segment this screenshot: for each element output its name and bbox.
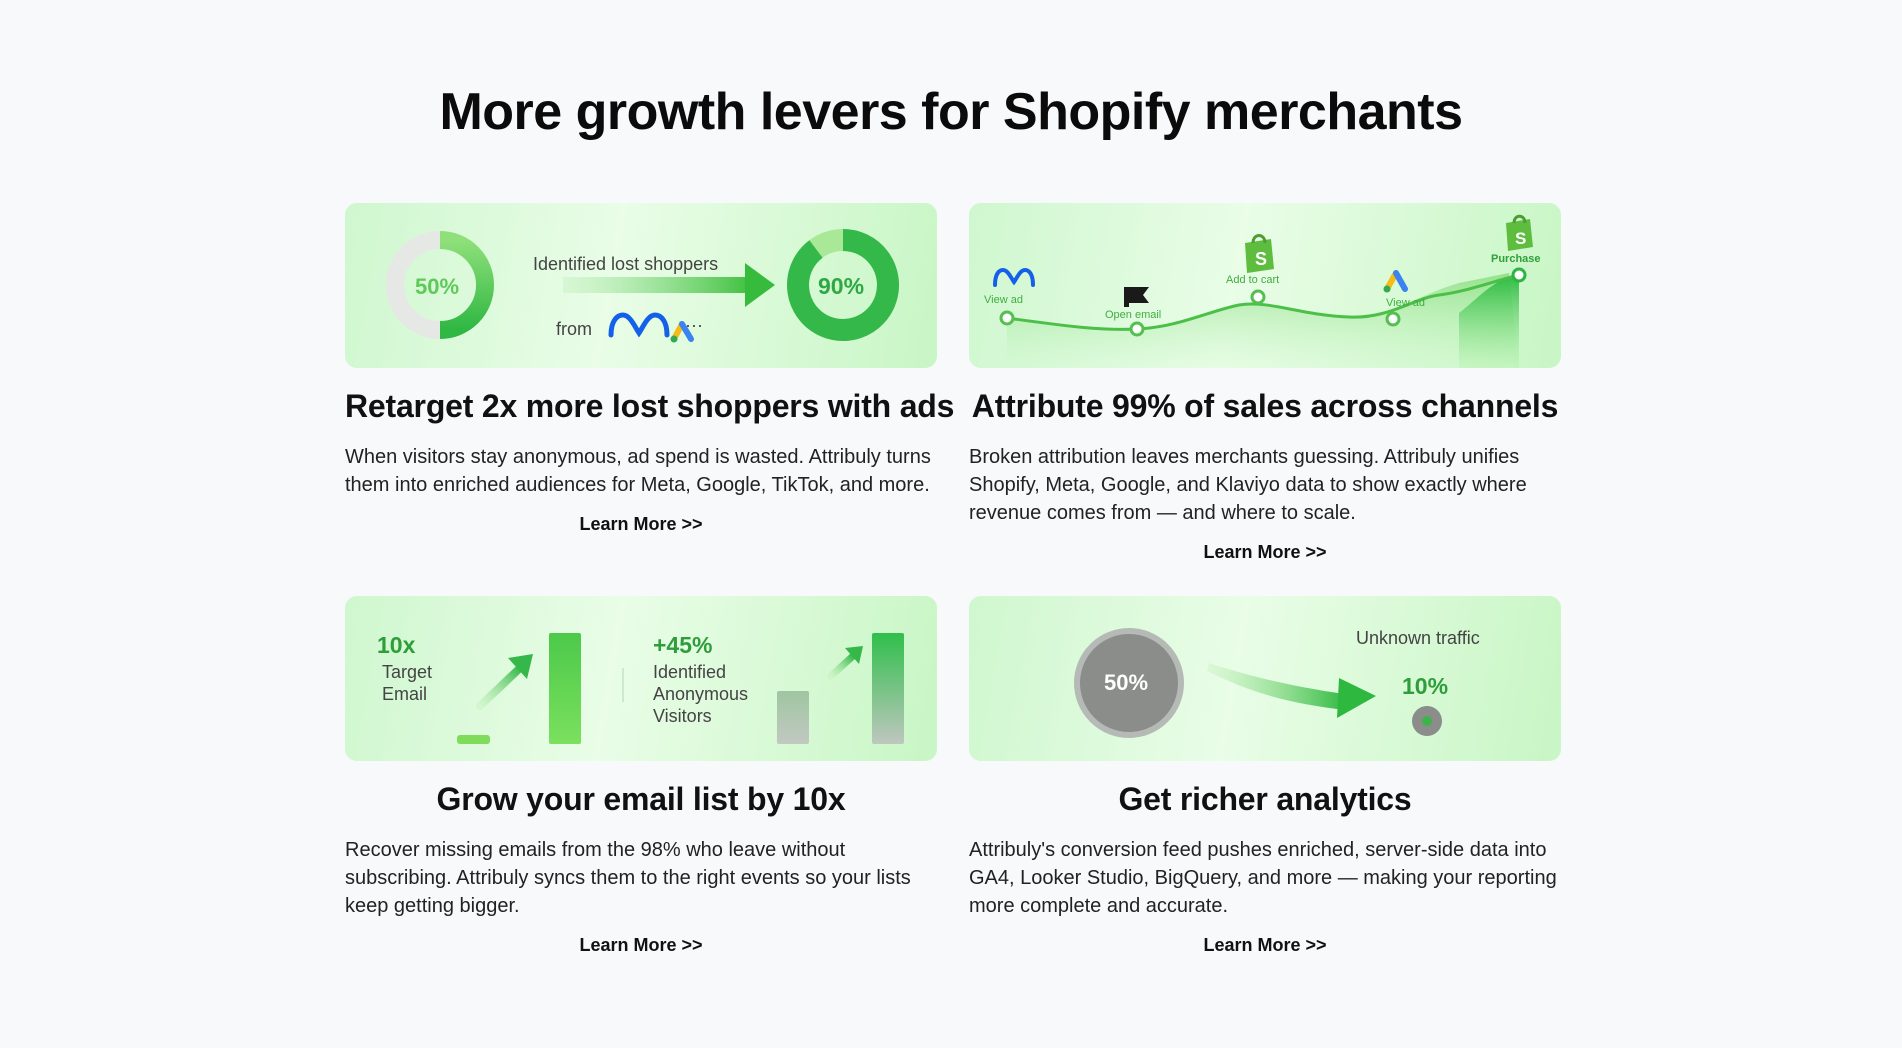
shopify-bag-icon: S (1506, 214, 1533, 251)
anonymous-label-line: Identified (653, 662, 727, 682)
learn-more-link[interactable]: Learn More >> (1203, 542, 1327, 562)
feature-card-attribution: S S View ad Open email Add to cart View … (969, 203, 1561, 563)
feature-card-retarget: 50% Identified lost shoppers from ··· 90… (345, 203, 955, 535)
page-title: More growth levers for Shopify merchants (439, 83, 1463, 141)
more-sources: ··· (685, 315, 703, 335)
identified-caption: Identified lost shoppers (533, 254, 719, 274)
meta-logo-icon (993, 267, 1035, 287)
retarget-illustration (386, 229, 899, 343)
growth-arrow (476, 664, 524, 710)
card-description: Recover missing emails from the 98% who … (345, 839, 911, 917)
journey-step-label: View ad (984, 294, 1023, 306)
bar-tall (872, 633, 904, 744)
circle-percent: 50% (1104, 670, 1149, 695)
bar-after (549, 633, 581, 744)
card-title: Attribute 99% of sales across channels (971, 388, 1559, 424)
growth-arrow-small-head (845, 646, 863, 664)
meta-logo-icon (608, 312, 670, 338)
anonymous-label-line: Visitors (653, 706, 712, 726)
journey-step-label: Purchase (1491, 253, 1541, 265)
from-label: from (556, 319, 592, 339)
retarget-banner: 50% Identified lost shoppers from ··· 90… (345, 203, 937, 368)
feature-card-analytics: 50% Unknown traffic 10% Get richer analy… (969, 596, 1561, 956)
right-percent: 90% (818, 273, 865, 299)
flow-arrow (1207, 663, 1347, 710)
unknown-traffic-caption: Unknown traffic (1356, 628, 1480, 648)
journey-step-label: View ad (1386, 297, 1425, 309)
journey-illustration: S S (993, 214, 1533, 368)
bar-gray (777, 691, 809, 744)
small-traffic-dot-core (1422, 716, 1432, 726)
anonymous-label-line: Anonymous (653, 684, 749, 704)
left-percent: 50% (415, 274, 460, 299)
card-description: Attribuly's conversion feed pushes enric… (969, 839, 1557, 917)
growth-arrow-small (827, 652, 857, 680)
analytics-banner: 50% Unknown traffic 10% (969, 596, 1561, 761)
arrow-shaft (563, 277, 753, 293)
svg-text:S: S (1515, 229, 1526, 248)
journey-line (1006, 273, 1520, 331)
card-title: Grow your email list by 10x (436, 781, 846, 817)
journey-points (999, 267, 1527, 337)
feature-card-email: 10x Target Email +45% Identified Anonymo… (345, 596, 937, 956)
learn-more-link[interactable]: Learn More >> (579, 514, 703, 534)
journey-step-label: Open email (1105, 309, 1162, 321)
card-description: Broken attribution leaves merchants gues… (969, 446, 1527, 524)
journey-spike (1459, 275, 1519, 368)
email-label-line: Email (382, 684, 428, 704)
shopify-bag-icon: S (1245, 234, 1274, 273)
traffic-circle (1074, 628, 1184, 738)
google-ads-logo-icon (1383, 270, 1408, 293)
learn-more-link[interactable]: Learn More >> (579, 935, 703, 955)
attribution-banner: S S View ad Open email Add to cart View … (969, 203, 1561, 368)
card-description: When visitors stay anonymous, ad spend i… (345, 446, 931, 496)
small-percent: 10% (1402, 673, 1449, 699)
right-ring-progress (787, 229, 899, 341)
anonymous-growth: +45% (653, 632, 713, 658)
flow-arrow-head (1337, 678, 1376, 718)
flag-icon (1124, 287, 1149, 307)
journey-area (1007, 273, 1519, 368)
journey-step-label: Add to cart (1226, 274, 1280, 286)
left-ring-progress (439, 231, 494, 339)
growth-arrow-head (508, 654, 533, 679)
analytics-illustration (1074, 628, 1442, 738)
email-multiplier: 10x (377, 632, 416, 658)
email-growth-illustration (457, 633, 904, 744)
email-label-line: Target (382, 662, 433, 682)
google-ads-logo-icon (670, 321, 694, 343)
svg-text:S: S (1255, 249, 1267, 269)
bar-before (457, 735, 490, 744)
card-title: Retarget 2x more lost shoppers with ads (345, 388, 955, 424)
arrow-head-tip (745, 263, 775, 307)
card-title: Get richer analytics (1118, 781, 1412, 817)
email-banner: 10x Target Email +45% Identified Anonymo… (345, 596, 937, 761)
learn-more-link[interactable]: Learn More >> (1203, 935, 1327, 955)
